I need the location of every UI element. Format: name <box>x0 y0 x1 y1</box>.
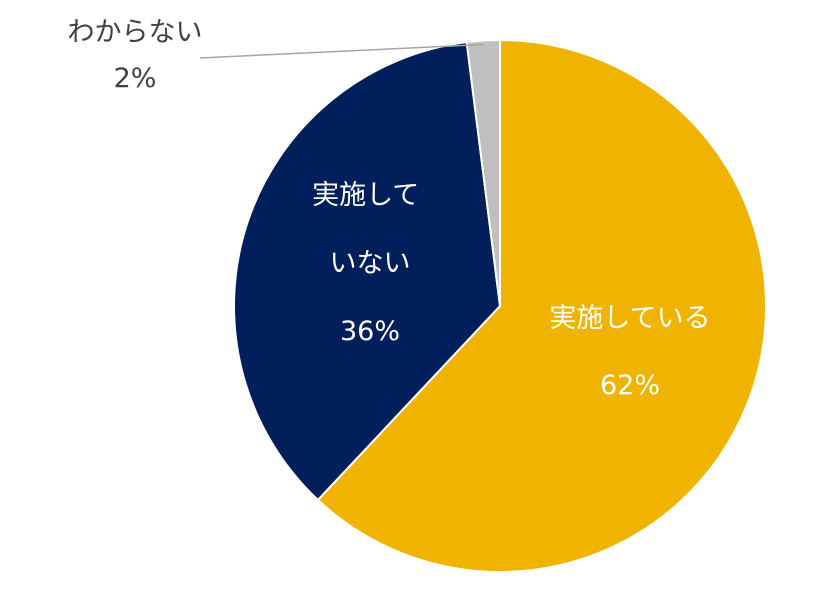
slice-unknown <box>465 38 501 307</box>
slice-label-implementing-line-1: 実施している <box>549 303 710 334</box>
slice-value-unknown: 2% <box>114 63 157 94</box>
slice-label-not-implementing-line-1: 実施して <box>312 180 419 211</box>
leader-layer <box>199 43 484 59</box>
slice-value-not-implementing: 36% <box>340 316 400 347</box>
slice-not-implementing <box>233 40 502 502</box>
slice-label-not-implementing: 実施して いない <box>312 180 428 279</box>
slices-layer <box>233 38 767 573</box>
slice-implementing <box>316 38 767 573</box>
slice-label-not-implementing-line-2: いない <box>330 248 411 279</box>
slice-label-implementing: 実施している <box>549 303 710 334</box>
labels-layer: 実施している 62% 実施して いない 36% わからない 2% <box>68 17 711 401</box>
slice-value-implementing: 62% <box>600 370 660 401</box>
leader-line-unknown <box>199 43 484 59</box>
slice-label-unknown: わからない <box>68 17 203 48</box>
slice-label-unknown-line-1: わからない <box>68 17 203 48</box>
